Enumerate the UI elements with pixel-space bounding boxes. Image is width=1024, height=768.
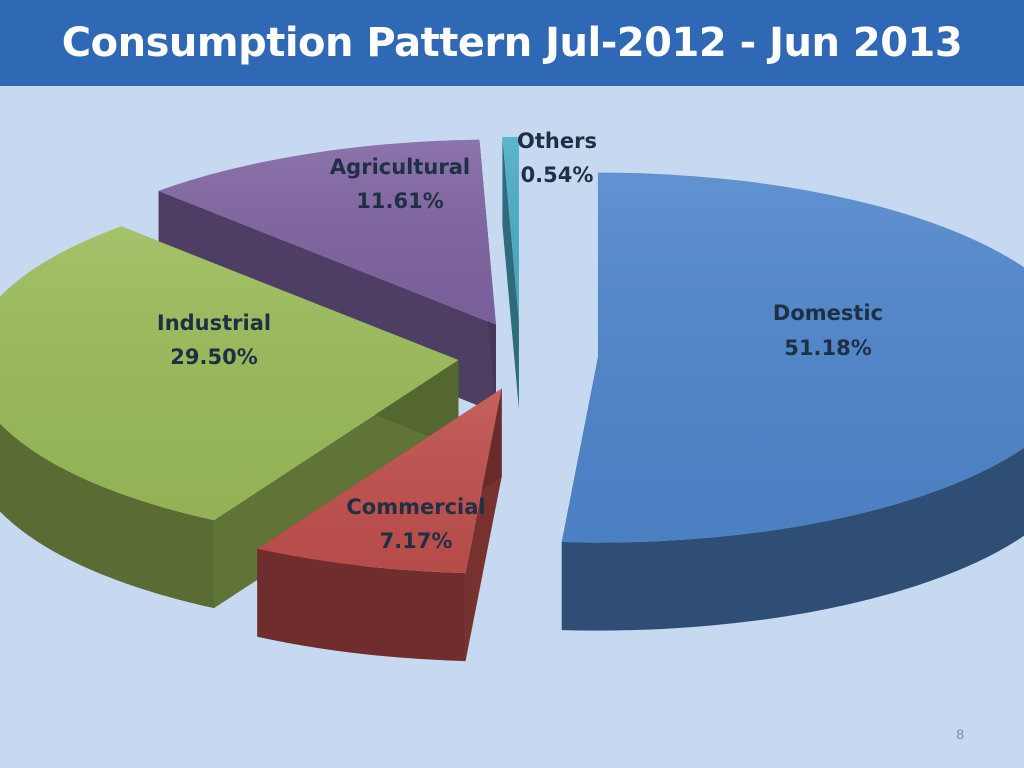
label-agricultural-name: Agricultural: [330, 155, 470, 179]
pie-chart: Agricultural 11.61% Others 0.54% Domesti…: [0, 129, 1024, 662]
slice-domestic-top-shade: [561, 172, 1024, 543]
label-agricultural-value: 11.61%: [356, 189, 443, 213]
slice-domestic-side: [561, 447, 1024, 631]
slice-domestic: [561, 172, 1024, 631]
slice-others-wall-start: [502, 137, 519, 410]
label-industrial-name: Industrial: [157, 311, 271, 335]
label-others-name: Others: [517, 129, 597, 153]
slice-others-top-shade: [502, 136, 519, 322]
slide-title: Consumption Pattern Jul-2012 - Jun 2013: [61, 20, 963, 66]
slice-others: [502, 136, 519, 410]
chart-area: Agricultural 11.61% Others 0.54% Domesti…: [0, 86, 1024, 768]
slice-commercial: [257, 388, 502, 662]
label-domestic-name: Domestic: [773, 301, 883, 325]
label-domestic-value: 51.18%: [784, 336, 871, 360]
slice-industrial-side: [0, 423, 214, 609]
label-commercial-name: Commercial: [346, 495, 485, 519]
label-others-value: 0.54%: [521, 163, 594, 187]
label-industrial-value: 29.50%: [170, 345, 257, 369]
title-bar: Consumption Pattern Jul-2012 - Jun 2013: [0, 0, 1024, 86]
slice-industrial: [0, 226, 459, 609]
label-commercial-value: 7.17%: [380, 529, 453, 553]
slice-commercial-side: [257, 548, 466, 662]
slice-commercial-top-shade: [257, 388, 502, 574]
slice-industrial-top-shade: [0, 226, 459, 521]
page-number: 8: [956, 726, 964, 742]
slice-agricultural-top-shade: [158, 139, 496, 325]
